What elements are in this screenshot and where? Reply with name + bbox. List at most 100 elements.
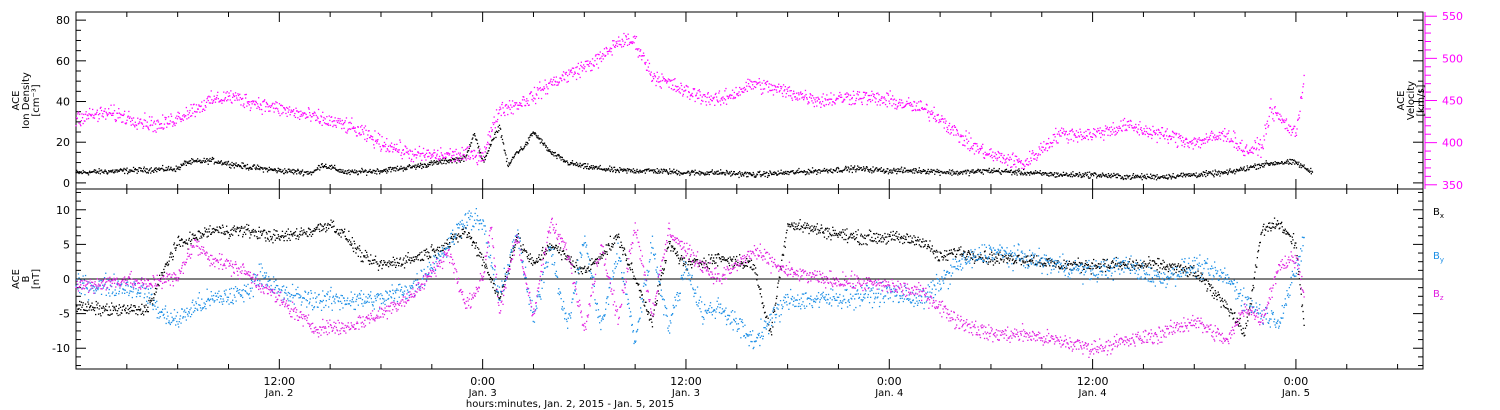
density-point xyxy=(302,175,304,177)
velocity-point xyxy=(742,87,744,90)
density-point xyxy=(294,171,296,173)
density-point xyxy=(1131,176,1133,179)
velocity-point xyxy=(130,124,132,126)
density-point xyxy=(1106,175,1108,177)
bx-point xyxy=(251,229,253,232)
velocity-point xyxy=(211,102,214,104)
velocity-point xyxy=(277,110,279,112)
velocity-point xyxy=(489,135,491,137)
density-point xyxy=(645,168,647,171)
velocity-point xyxy=(1276,114,1278,116)
density-point xyxy=(599,164,601,167)
velocity-point xyxy=(1266,123,1268,125)
bx-point xyxy=(173,244,175,246)
bx-point xyxy=(275,237,278,239)
density-point xyxy=(654,171,657,173)
density-point xyxy=(453,159,455,161)
velocity-point xyxy=(527,100,529,102)
bx-point xyxy=(242,233,244,236)
velocity-point xyxy=(316,116,319,118)
velocity-point xyxy=(595,54,597,56)
velocity-point xyxy=(742,91,744,93)
velocity-point xyxy=(838,95,840,97)
velocity-point xyxy=(235,95,237,97)
velocity-point xyxy=(1302,83,1305,85)
density-point xyxy=(382,170,384,173)
velocity-point xyxy=(370,135,372,137)
bx-point xyxy=(401,264,403,266)
velocity-point xyxy=(425,159,427,161)
velocity-point xyxy=(711,100,713,102)
velocity-point xyxy=(217,98,219,100)
velocity-point xyxy=(226,100,228,102)
density-point xyxy=(870,169,872,172)
density-point xyxy=(768,173,770,175)
velocity-point xyxy=(918,101,920,103)
velocity-point xyxy=(868,99,870,101)
velocity-point xyxy=(734,96,737,99)
velocity-point xyxy=(758,78,760,80)
density-point xyxy=(980,172,983,174)
bx-point xyxy=(411,257,413,259)
velocity-point xyxy=(514,102,516,104)
density-point xyxy=(974,172,976,174)
velocity-point xyxy=(1287,129,1289,132)
density-point xyxy=(402,170,404,172)
density-point xyxy=(421,167,423,170)
velocity-point xyxy=(814,99,816,101)
density-point xyxy=(529,136,531,138)
bx-point xyxy=(253,235,256,237)
velocity-point xyxy=(747,78,749,80)
density-point xyxy=(785,170,787,173)
bx-point xyxy=(406,256,409,258)
velocity-point xyxy=(166,122,168,124)
velocity-point xyxy=(670,88,673,90)
bx-point xyxy=(421,258,423,260)
velocity-point xyxy=(728,96,730,98)
bx-point xyxy=(213,227,215,230)
bx-point xyxy=(319,230,321,233)
velocity-point xyxy=(735,86,737,89)
density-point xyxy=(523,147,525,150)
velocity-point xyxy=(648,70,650,72)
bx-point xyxy=(156,288,158,290)
density-point xyxy=(928,173,930,175)
density-point xyxy=(1189,175,1191,177)
density-point xyxy=(1257,167,1260,170)
density-point xyxy=(1242,167,1244,169)
density-point xyxy=(370,171,372,173)
density-point xyxy=(853,166,855,169)
density-point xyxy=(188,162,190,165)
velocity-point xyxy=(876,92,878,95)
density-point xyxy=(691,170,693,173)
density-point xyxy=(1052,174,1054,177)
density-point xyxy=(1127,177,1129,179)
bx-point xyxy=(392,256,394,258)
velocity-point xyxy=(374,140,377,142)
bx-point xyxy=(127,305,129,307)
density-point xyxy=(1158,176,1160,178)
velocity-point xyxy=(323,122,326,124)
density-point xyxy=(884,170,886,173)
bx-point xyxy=(266,237,269,239)
velocity-point xyxy=(539,81,541,83)
density-point xyxy=(762,174,764,176)
velocity-point xyxy=(769,89,772,92)
velocity-point xyxy=(872,93,874,95)
bx-point xyxy=(289,239,291,241)
bx-point xyxy=(185,242,187,245)
density-point xyxy=(149,168,151,170)
velocity-point xyxy=(545,84,547,86)
density-point xyxy=(188,160,190,162)
bx-point xyxy=(217,229,219,231)
density-point xyxy=(571,162,573,164)
velocity-point xyxy=(239,97,241,99)
density-point xyxy=(534,132,536,134)
velocity-point xyxy=(866,103,868,106)
velocity-point xyxy=(1217,138,1219,141)
velocity-point xyxy=(482,155,485,157)
density-point xyxy=(1206,174,1209,176)
velocity-point xyxy=(1125,124,1127,126)
velocity-point xyxy=(118,108,120,110)
velocity-point xyxy=(104,108,106,110)
